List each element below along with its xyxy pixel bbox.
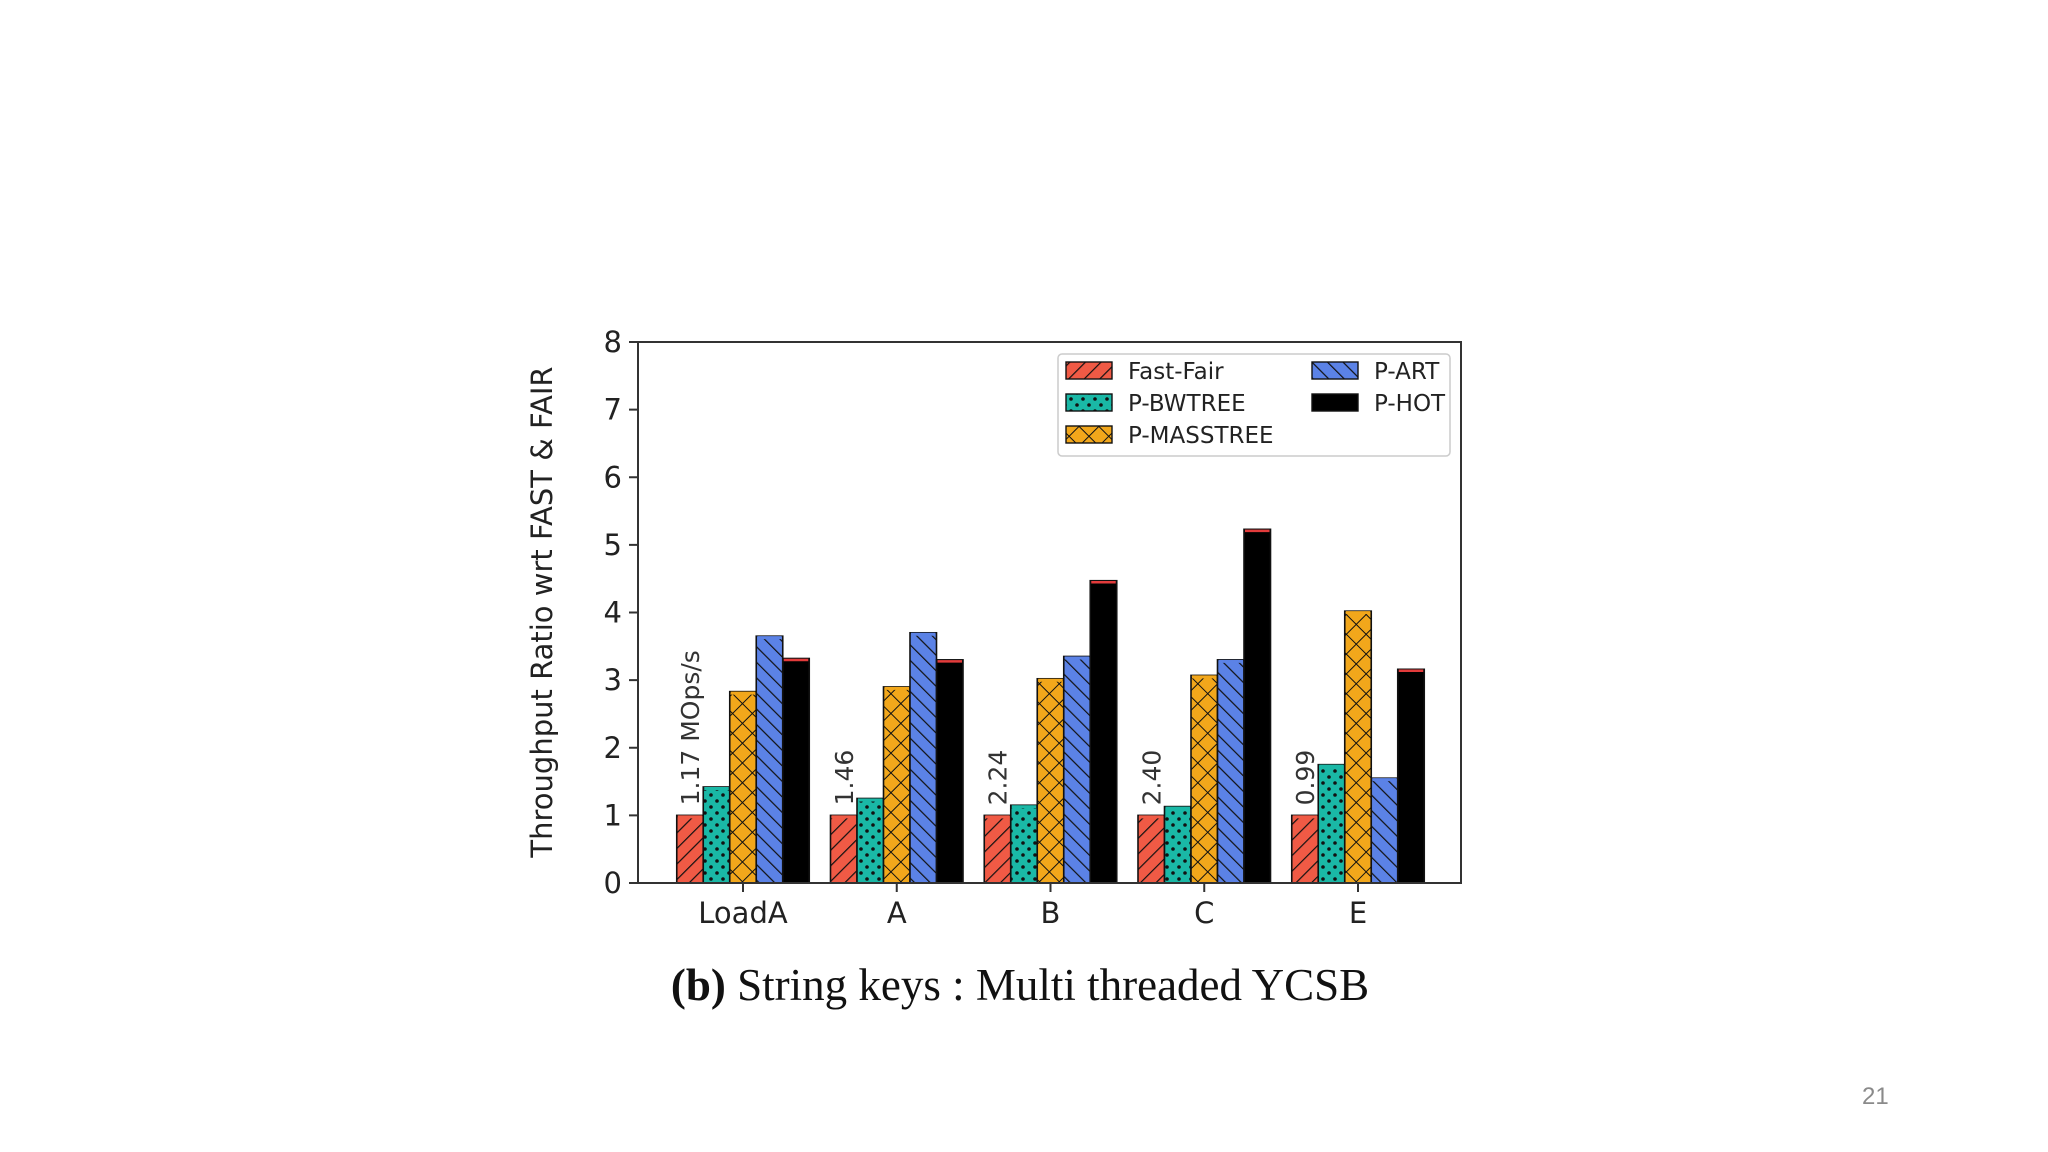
- x-tick-label-b: B: [1041, 896, 1061, 930]
- legend-swatch-p-art: [1311, 361, 1359, 380]
- y-axis-label: Throughput Ratio wrt FAST & FAIR: [525, 366, 559, 858]
- legend-label-p-masstree: P-MASSTREE: [1128, 423, 1274, 449]
- bar-fast-fair-e: [1290, 814, 1320, 884]
- y-tick-label: 6: [604, 460, 622, 494]
- bar-p-bwtree-c: [1163, 805, 1192, 884]
- bar-p-masstree-c: [1190, 674, 1219, 884]
- bar-fast-fair-b: [983, 814, 1012, 884]
- bar-fast-fair-loada: [675, 814, 705, 884]
- y-tick-label: 8: [604, 325, 622, 359]
- bar-p-bwtree-a: [856, 797, 885, 884]
- y-axis: 0 1 2 3 4 5 6 7 8: [604, 325, 638, 900]
- bar-p-art-b: [1062, 655, 1092, 884]
- bar-p-hot-e: [1396, 668, 1426, 884]
- bar-p-bwtree-loada: [702, 786, 731, 884]
- bars-layer: [675, 528, 1426, 884]
- y-tick-label: 3: [604, 663, 622, 697]
- y-tick-label: 2: [604, 731, 622, 765]
- y-tick-label: 0: [604, 866, 622, 900]
- bar-p-bwtree-e: [1317, 763, 1346, 884]
- legend-swatch-p-bwtree: [1065, 393, 1113, 412]
- legend-swatch-p-hot: [1311, 393, 1359, 412]
- legend-label-fast-fair: Fast-Fair: [1128, 359, 1224, 385]
- annotation-e: 0.99: [1291, 750, 1320, 806]
- legend-swatch-p-masstree: [1065, 425, 1113, 444]
- x-tick-label-e: E: [1349, 896, 1367, 930]
- bar-fast-fair-a: [829, 814, 858, 884]
- caption-text: String keys : Multi threaded YCSB: [726, 960, 1369, 1010]
- bar-p-masstree-b: [1036, 677, 1065, 884]
- legend-label-p-art: P-ART: [1374, 359, 1440, 385]
- legend-swatch-fast-fair: [1065, 361, 1113, 380]
- bar-p-hot-a: [935, 659, 964, 884]
- caption-prefix: (b): [671, 960, 726, 1010]
- bar-p-masstree-e: [1343, 610, 1373, 884]
- legend-label-p-bwtree: P-BWTREE: [1128, 391, 1246, 417]
- bar-p-art-loada: [755, 635, 784, 884]
- legend: Fast-Fair P-BWTREE P-MASSTREE P-ART P-HOT: [1057, 353, 1451, 457]
- annotation-loada: 1.17 MOps/s: [676, 650, 705, 805]
- bar-p-art-e: [1370, 777, 1399, 884]
- x-tick-label-loada: LoadA: [698, 896, 788, 930]
- page-number: 21: [1862, 1083, 1889, 1110]
- bar-p-art-c: [1216, 659, 1245, 884]
- x-tick-label-a: A: [887, 896, 907, 930]
- bar-p-masstree-loada: [728, 690, 758, 884]
- y-tick-label: 5: [604, 528, 622, 562]
- bar-p-art-a: [909, 631, 938, 884]
- x-tick-label-c: C: [1194, 896, 1214, 930]
- annotation-c: 2.40: [1137, 750, 1166, 806]
- y-tick-label: 4: [604, 596, 622, 630]
- annotations-layer: 1.17 MOps/s 1.46 2.24 2.40 0.99: [676, 650, 1320, 805]
- annotation-b: 2.24: [984, 750, 1013, 806]
- bar-p-hot-loada: [781, 657, 811, 884]
- annotation-a: 1.46: [830, 750, 859, 806]
- bar-fast-fair-c: [1137, 814, 1166, 884]
- bar-p-hot-b: [1089, 579, 1118, 884]
- x-axis: LoadA A B C E: [698, 883, 1367, 930]
- bar-p-masstree-a: [882, 686, 911, 884]
- y-tick-label: 1: [604, 798, 622, 832]
- bar-p-hot-c: [1243, 528, 1272, 884]
- y-tick-label: 7: [604, 393, 622, 427]
- bar-p-bwtree-b: [1009, 804, 1039, 884]
- legend-label-p-hot: P-HOT: [1374, 391, 1446, 417]
- chart-caption: (b) String keys : Multi threaded YCSB: [671, 960, 1369, 1010]
